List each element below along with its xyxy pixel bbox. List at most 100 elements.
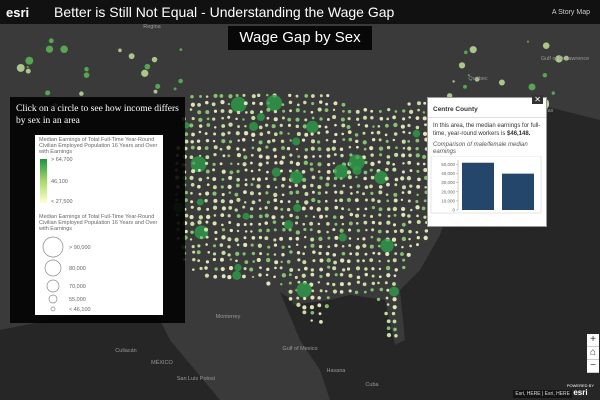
area-circle	[258, 154, 263, 159]
area-circle	[408, 131, 411, 135]
area-circle	[339, 176, 343, 180]
area-circle	[423, 101, 427, 105]
area-circle	[401, 222, 406, 227]
area-circle	[264, 213, 269, 218]
area-circle	[311, 101, 315, 106]
area-circle	[407, 123, 411, 128]
area-circle	[399, 228, 404, 233]
area-circle	[295, 117, 300, 122]
area-circle	[416, 162, 420, 166]
area-circle	[214, 267, 218, 271]
area-circle	[189, 108, 193, 111]
area-circle	[408, 116, 411, 119]
area-circle	[25, 68, 31, 74]
area-circle	[349, 185, 353, 189]
area-circle	[325, 182, 330, 187]
area-circle	[265, 177, 268, 181]
area-circle	[415, 138, 420, 143]
logo[interactable]: esri	[6, 4, 30, 20]
area-circle	[250, 169, 254, 173]
area-circle	[250, 230, 253, 233]
legend-panel: Click on a circle to see how income diff…	[10, 97, 185, 323]
area-circle	[190, 102, 196, 107]
area-circle	[212, 221, 217, 226]
area-circle	[212, 139, 216, 143]
area-circle	[302, 252, 305, 256]
area-circle	[311, 197, 316, 203]
area-circle	[332, 115, 337, 120]
area-circle	[340, 117, 345, 122]
area-circle	[386, 220, 391, 225]
size-symbol	[42, 236, 64, 258]
area-circle	[316, 207, 321, 212]
area-circle	[362, 259, 365, 263]
area-circle	[334, 273, 338, 277]
area-circle	[341, 251, 346, 256]
area-circle	[376, 237, 381, 242]
area-circle	[392, 297, 397, 302]
close-button[interactable]: ✕	[532, 95, 543, 104]
area-circle	[289, 190, 294, 195]
area-circle	[79, 91, 84, 96]
popup-chart: 0 10,000 20,000 30,000 40,000 50,000	[430, 155, 542, 214]
place-label: Cuba	[365, 382, 379, 388]
area-circle	[222, 154, 226, 158]
area-circle	[311, 116, 315, 120]
y-tick-label: 0	[452, 208, 455, 213]
area-circle	[311, 289, 315, 293]
area-circle	[196, 139, 201, 143]
area-circle	[184, 190, 188, 195]
area-circle	[422, 162, 426, 166]
area-circle	[197, 184, 201, 189]
area-circle	[213, 109, 218, 113]
area-circle	[364, 207, 368, 211]
story-map-link[interactable]: A Story Map	[551, 8, 590, 16]
area-circle	[364, 160, 368, 165]
zoom-in[interactable]: +	[587, 334, 599, 347]
area-circle	[370, 161, 375, 167]
area-circle	[356, 190, 359, 194]
area-circle	[362, 140, 367, 145]
area-circle	[422, 111, 426, 114]
area-circle	[184, 198, 188, 202]
area-circle	[422, 154, 427, 160]
area-circle	[332, 266, 337, 271]
area-circle	[364, 124, 369, 128]
area-circle	[242, 162, 247, 167]
area-circle	[229, 228, 233, 233]
area-circle	[274, 260, 279, 265]
area-circle	[220, 185, 224, 189]
area-circle	[205, 235, 209, 239]
area-circle	[289, 169, 292, 173]
area-circle	[259, 101, 263, 106]
area-circle	[408, 109, 414, 114]
home[interactable]: ⌂	[587, 347, 599, 360]
area-circle	[386, 303, 390, 306]
area-circle	[250, 153, 254, 157]
area-circle	[258, 207, 262, 211]
area-circle	[363, 176, 367, 181]
area-circle	[370, 288, 374, 292]
area-circle	[196, 198, 204, 206]
area-circle	[355, 109, 360, 114]
area-circle	[312, 215, 316, 219]
zoom-out[interactable]: −	[587, 360, 599, 373]
area-circle	[424, 185, 427, 189]
area-circle	[227, 245, 231, 249]
area-circle	[303, 227, 307, 232]
area-circle	[151, 56, 158, 63]
area-circle	[393, 198, 398, 203]
area-circle	[423, 235, 428, 241]
area-circle	[319, 319, 323, 324]
area-circle	[249, 161, 253, 165]
area-circle	[326, 222, 330, 226]
area-circle	[408, 153, 412, 158]
area-circle	[394, 334, 398, 338]
area-circle	[289, 170, 303, 184]
area-circle	[319, 94, 323, 98]
area-circle	[318, 236, 323, 242]
area-circle	[348, 221, 353, 226]
area-circle	[347, 228, 352, 232]
area-circle	[242, 93, 246, 97]
area-circle	[364, 198, 368, 202]
